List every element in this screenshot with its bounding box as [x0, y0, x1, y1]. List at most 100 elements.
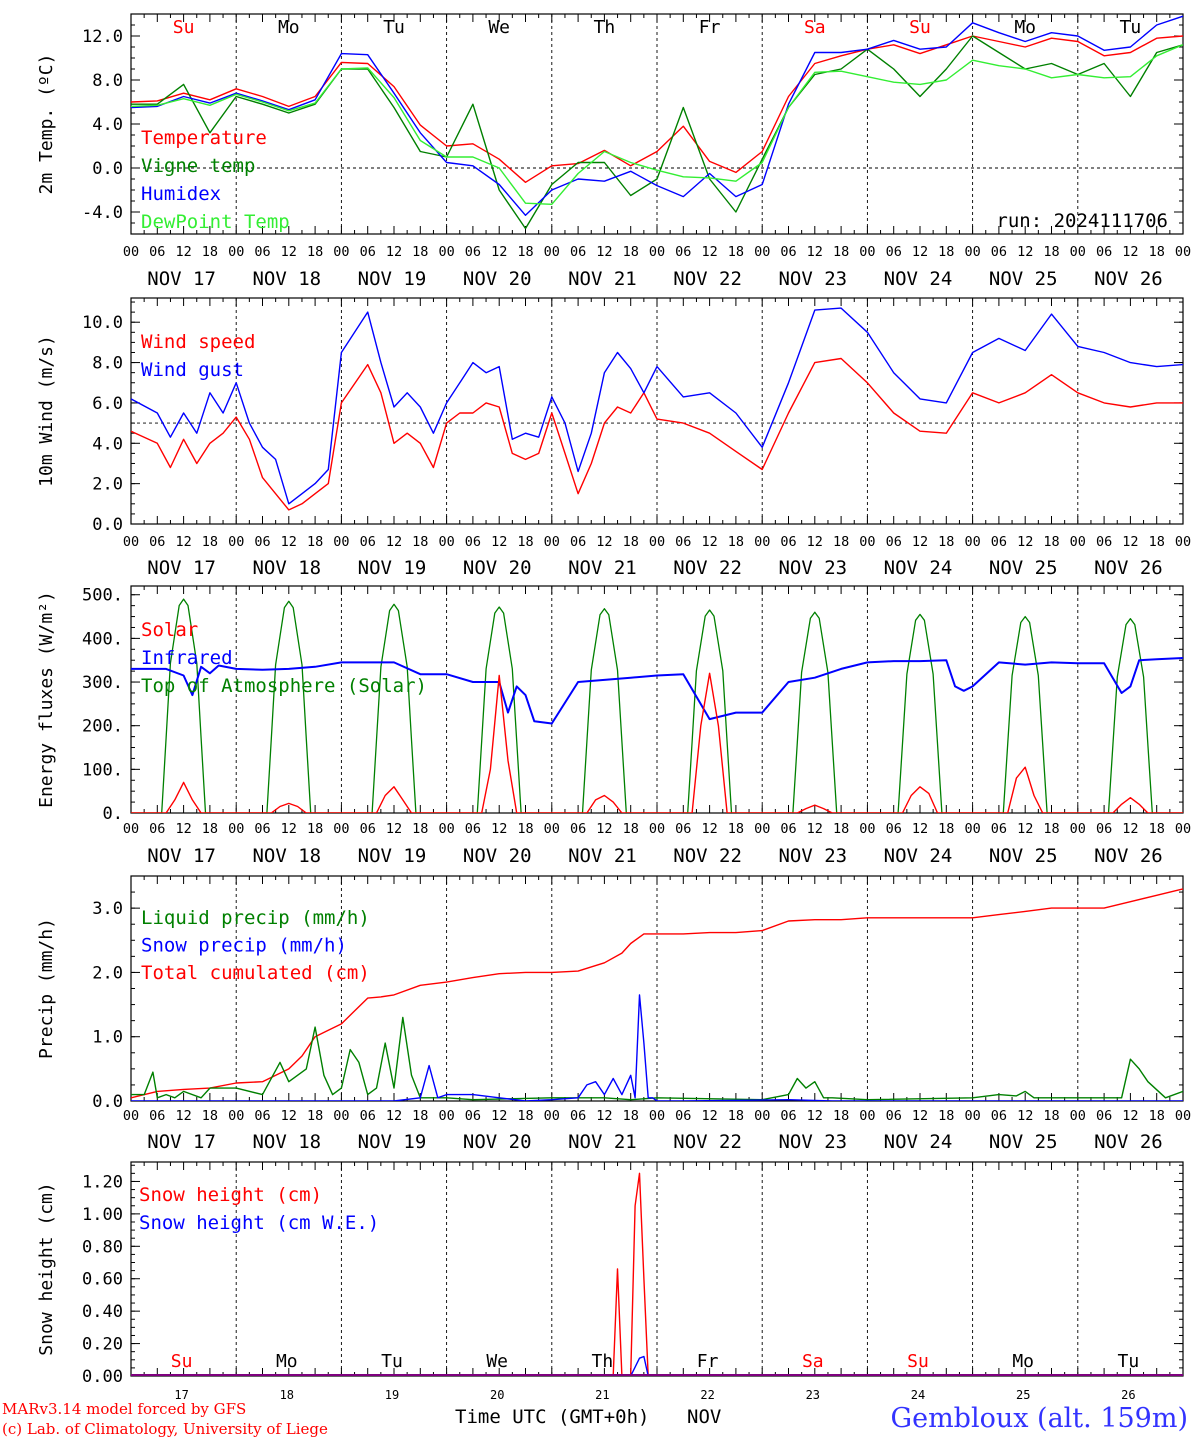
day-number: 17 — [174, 1388, 188, 1402]
legend-entry: Solar — [141, 619, 198, 641]
panel-5: 0.00 0.20 0.40 0.60 0.80 1.00 1.20 Snow height … — [36, 1161, 1184, 1402]
date-label: NOV 26 — [1094, 557, 1163, 579]
hour-label: 06 — [886, 244, 902, 260]
hour-label: 12 — [1017, 534, 1033, 550]
hour-label: 00 — [228, 244, 244, 260]
hour-label: 12 — [1017, 1108, 1033, 1124]
hour-label: 12 — [912, 821, 928, 837]
hour-label: 06 — [1096, 244, 1112, 260]
hour-label: 18 — [202, 244, 218, 260]
date-label: NOV 24 — [884, 557, 953, 579]
day-name: Su — [173, 17, 195, 38]
day-number: 18 — [280, 1388, 294, 1402]
day-number: 22 — [700, 1388, 714, 1402]
hour-label: 00 — [754, 821, 770, 837]
date-label: NOV 19 — [358, 268, 427, 290]
site-label: Gembloux (alt. 159m) — [891, 1403, 1188, 1434]
hour-label: 06 — [254, 244, 270, 260]
date-label: NOV 24 — [884, 1131, 953, 1153]
hour-label: 00 — [333, 1108, 349, 1124]
date-label: NOV 21 — [568, 1131, 637, 1153]
hour-label: 06 — [570, 244, 586, 260]
hour-label: 12 — [701, 821, 717, 837]
hour-label: 06 — [149, 821, 165, 837]
y-tick-label: 2.0 — [92, 475, 123, 495]
hour-label: 00 — [1175, 534, 1191, 550]
date-label: NOV 19 — [358, 557, 427, 579]
hour-label: 00 — [1175, 1108, 1191, 1124]
day-name: Su — [171, 1351, 193, 1372]
hour-label: 00 — [1070, 244, 1086, 260]
hour-label: 06 — [360, 534, 376, 550]
y-tick-label: 1.0 — [92, 1028, 123, 1048]
hour-label: 06 — [465, 534, 481, 550]
hour-label: 12 — [596, 821, 612, 837]
date-label: NOV 21 — [568, 268, 637, 290]
hour-label: 06 — [991, 534, 1007, 550]
hour-label: 06 — [254, 534, 270, 550]
legend-entry: Wind gust — [141, 359, 244, 381]
hour-label: 00 — [649, 244, 665, 260]
hour-label: 18 — [623, 244, 639, 260]
series-line-total-cumulated-cm — [131, 888, 1183, 1099]
series-line-infrared — [131, 657, 1183, 725]
date-label: NOV 17 — [147, 845, 216, 867]
series-line-humidex — [131, 15, 1183, 217]
day-number: 23 — [806, 1388, 820, 1402]
series-line-vigne-temp — [131, 35, 1183, 230]
hour-label: 18 — [307, 1108, 323, 1124]
hour-label: 00 — [754, 244, 770, 260]
hour-label: 12 — [1122, 821, 1138, 837]
hour-label: 18 — [1149, 534, 1165, 550]
y-tick-label: 0.0 — [92, 159, 123, 179]
y-tick-label: 8.0 — [92, 354, 123, 374]
legend-entry: Total cumulated (cm) — [141, 962, 370, 984]
series-line-solar — [131, 672, 1183, 813]
y-tick-label: 300. — [82, 673, 123, 693]
hour-label: 18 — [1043, 534, 1059, 550]
hour-label: 18 — [307, 821, 323, 837]
hour-label: 00 — [649, 534, 665, 550]
hour-label: 12 — [281, 534, 297, 550]
y-axis-title: Precip (mm/h) — [36, 918, 57, 1059]
hour-label: 12 — [1122, 534, 1138, 550]
hour-label: 18 — [202, 1108, 218, 1124]
hour-label: 18 — [833, 534, 849, 550]
date-label: NOV 25 — [989, 557, 1058, 579]
hour-label: 00 — [859, 1108, 875, 1124]
date-label: NOV 23 — [778, 268, 847, 290]
hour-label: 12 — [912, 534, 928, 550]
panel-4: 0.0 1.0 2.0 3.0 Precip (mm/h) 00 06 12 18 00 06 12 1… — [36, 875, 1191, 1153]
y-tick-label: 1.20 — [82, 1172, 123, 1192]
legend-entry: Snow height (cm) — [139, 1184, 322, 1206]
footer-model: MARv3.14 model forced by GFS — [2, 1400, 246, 1418]
hour-label: 18 — [517, 244, 533, 260]
hour-label: 12 — [807, 534, 823, 550]
y-tick-label: 100. — [82, 760, 123, 780]
hour-label: 06 — [1096, 1108, 1112, 1124]
date-label: NOV 18 — [252, 557, 321, 579]
hour-label: 00 — [333, 534, 349, 550]
hour-label: 00 — [754, 1108, 770, 1124]
day-number: 19 — [385, 1388, 399, 1402]
hour-label: 06 — [991, 821, 1007, 837]
hour-label: 00 — [1070, 1108, 1086, 1124]
series-group — [131, 15, 1183, 230]
hour-label: 00 — [438, 821, 454, 837]
hour-label: 06 — [1096, 821, 1112, 837]
y-tick-label: 12.0 — [82, 27, 123, 47]
day-name: Th — [592, 1351, 614, 1372]
hour-label: 12 — [1122, 1108, 1138, 1124]
hour-label: 12 — [1017, 821, 1033, 837]
series-group — [131, 888, 1183, 1101]
hour-label: 06 — [886, 1108, 902, 1124]
hour-label: 18 — [412, 821, 428, 837]
hour-label: 00 — [438, 1108, 454, 1124]
y-axis-title: Snow height (cm) — [36, 1182, 57, 1355]
date-label: NOV 26 — [1094, 268, 1163, 290]
hour-label: 12 — [175, 534, 191, 550]
date-label: NOV 18 — [252, 1131, 321, 1153]
legend-entry: Humidex — [141, 183, 221, 205]
series-line-snow-height-cm — [131, 1172, 1183, 1376]
hour-label: 06 — [570, 1108, 586, 1124]
